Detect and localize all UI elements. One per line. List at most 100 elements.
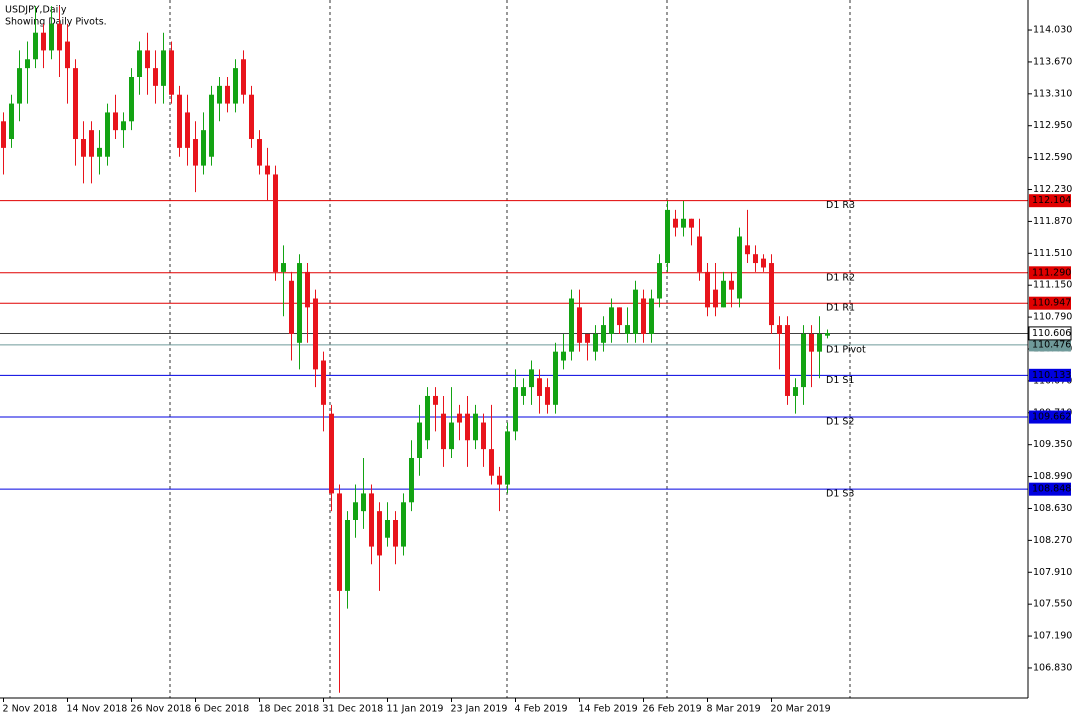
x-tick-label: 2 Nov 2018 [3, 704, 58, 715]
candle-body [553, 351, 558, 405]
candle-body [49, 23, 54, 51]
candle-body [273, 174, 278, 272]
candle-body [633, 289, 638, 334]
candle-body [153, 68, 158, 86]
candle-body [369, 493, 374, 547]
candle-body [729, 280, 734, 290]
y-tick-label: 113.670 [1033, 56, 1072, 67]
candle-body [257, 139, 262, 166]
x-tick-label: 26 Feb 2019 [643, 704, 702, 715]
candle-body [217, 85, 222, 104]
candle-body [825, 333, 830, 336]
candle-body [225, 85, 230, 104]
level-price-box [1029, 266, 1071, 280]
x-tick-label: 31 Dec 2018 [323, 704, 384, 715]
candle-body [617, 307, 622, 326]
candle-body [9, 103, 14, 140]
candle-body [81, 139, 86, 157]
candle-body [385, 520, 390, 538]
candle-body [137, 50, 142, 77]
candle-body [809, 333, 814, 352]
candle-body [489, 449, 494, 476]
candle-body [65, 41, 70, 69]
candle-body [161, 50, 166, 86]
level-price-box [1029, 410, 1071, 424]
candle-body [593, 333, 598, 352]
candle-body [793, 387, 798, 396]
candle-body [361, 493, 366, 512]
candle-body [649, 298, 654, 334]
x-tick-label: 11 Jan 2019 [387, 704, 444, 715]
pivot-level-name: D1 R1 [826, 303, 855, 314]
y-tick-label: 111.870 [1033, 216, 1072, 227]
y-tick-label: 108.270 [1033, 535, 1072, 546]
pivot-level-name: D1 S3 [826, 489, 854, 500]
candle-body [529, 369, 534, 388]
candle-body [777, 325, 782, 334]
candle-body [321, 360, 326, 405]
y-tick-label: 109.350 [1033, 439, 1072, 450]
pivot-level-name: D1 Pivot [826, 344, 866, 355]
candle-body [601, 325, 606, 343]
candle-body [657, 263, 662, 299]
candle-body [441, 413, 446, 450]
pivot-level-name: D1 R2 [826, 272, 855, 283]
candle-body [241, 59, 246, 95]
candle-body [193, 139, 198, 166]
candle-body [561, 351, 566, 361]
y-tick-label: 111.150 [1033, 280, 1072, 291]
x-tick-label: 26 Nov 2018 [131, 704, 192, 715]
candle-body [801, 333, 806, 388]
y-tick-label: 108.630 [1033, 503, 1072, 514]
candle-body [713, 289, 718, 308]
y-tick-label: 110.790 [1033, 312, 1072, 323]
candle-body [545, 387, 550, 405]
candle-body [121, 121, 126, 131]
level-price-label: 110.476 [1032, 339, 1071, 350]
candle-body [233, 68, 238, 104]
level-price-box [1029, 482, 1071, 496]
candle-body [1, 121, 6, 148]
candle-body [401, 502, 406, 547]
level-price-box [1029, 368, 1071, 382]
x-tick-label: 14 Nov 2018 [67, 704, 128, 715]
candle-body [377, 511, 382, 556]
candle-body [721, 280, 726, 308]
candle-body [169, 50, 174, 95]
candle-body [345, 520, 350, 591]
level-price-box [1029, 338, 1071, 352]
candle-body [329, 413, 334, 494]
candle-body [41, 32, 46, 51]
candle-body [641, 298, 646, 334]
candle-body [505, 431, 510, 485]
candle-body [145, 50, 150, 69]
x-tick-label: 8 Mar 2019 [707, 704, 761, 715]
candle-body [393, 520, 398, 547]
candle-body [209, 94, 214, 157]
level-price-box [1029, 296, 1071, 310]
candle-body [129, 76, 134, 122]
candle-body [609, 307, 614, 334]
level-price-box [1029, 194, 1071, 208]
y-tick-label: 112.590 [1033, 152, 1072, 163]
level-price-label: 109.662 [1032, 412, 1071, 423]
x-tick-label: 20 Mar 2019 [771, 704, 831, 715]
x-tick-label: 14 Feb 2019 [579, 704, 638, 715]
candle-body [89, 130, 94, 157]
y-tick-label: 107.190 [1033, 631, 1072, 642]
candle-body [353, 502, 358, 521]
candle-body [465, 413, 470, 441]
candle-body [737, 236, 742, 299]
y-tick-label: 107.550 [1033, 599, 1072, 610]
candle-body [681, 218, 686, 228]
candle-body [105, 112, 110, 157]
candle-body [281, 263, 286, 272]
y-tick-label: 112.230 [1033, 184, 1072, 195]
candle-body [585, 333, 590, 343]
candle-body [697, 236, 702, 272]
y-tick-label: 108.990 [1033, 471, 1072, 482]
y-tick-label: 106.830 [1033, 662, 1072, 673]
candle-body [577, 307, 582, 343]
chart-subtitle: Showing Daily Pivots. [5, 17, 107, 28]
